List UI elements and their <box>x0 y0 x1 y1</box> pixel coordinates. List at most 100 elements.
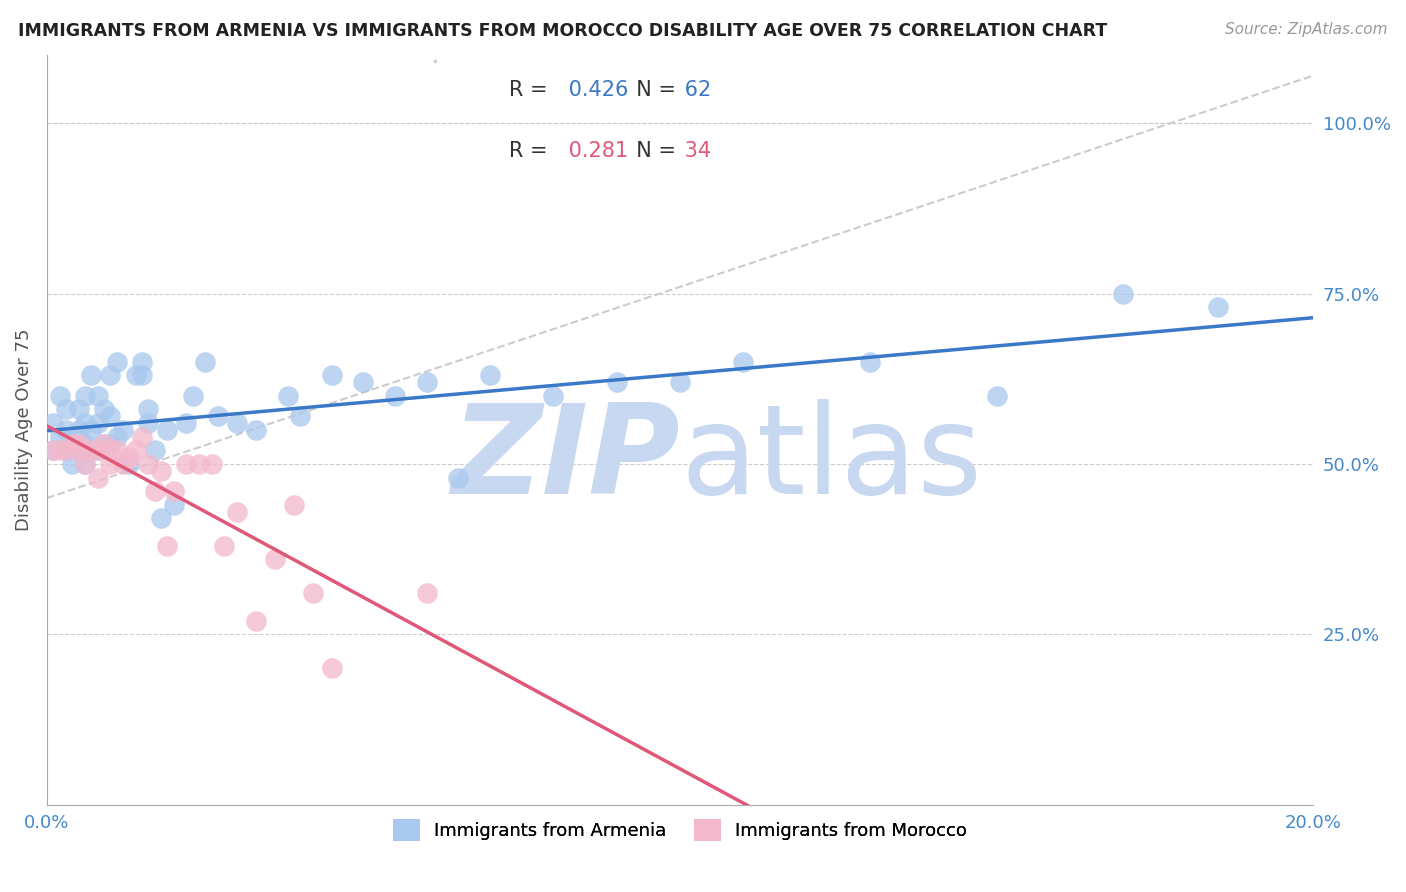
Point <box>543 389 565 403</box>
Point <box>105 355 128 369</box>
Point <box>143 484 166 499</box>
Text: N =: N = <box>623 79 676 100</box>
Point <box>321 368 343 383</box>
Point <box>245 614 267 628</box>
Point <box>276 389 298 403</box>
Point <box>416 586 439 600</box>
Legend: Immigrants from Armenia, Immigrants from Morocco: Immigrants from Armenia, Immigrants from… <box>385 812 974 848</box>
Point <box>118 457 141 471</box>
Point <box>156 423 179 437</box>
Text: N =: N = <box>623 141 676 161</box>
Point <box>301 586 323 600</box>
Point <box>48 430 70 444</box>
Text: 62: 62 <box>678 79 711 100</box>
Point <box>73 389 96 403</box>
Point <box>288 409 311 424</box>
Point <box>212 539 235 553</box>
Text: 34: 34 <box>678 141 710 161</box>
Point <box>187 457 209 471</box>
Point <box>131 355 153 369</box>
Point <box>124 368 146 383</box>
Point <box>55 443 77 458</box>
Point <box>80 423 103 437</box>
Point <box>131 430 153 444</box>
Point <box>48 389 70 403</box>
Point <box>48 443 70 458</box>
Text: ZIP: ZIP <box>451 400 681 520</box>
Point <box>73 416 96 430</box>
Point <box>156 539 179 553</box>
Point <box>73 436 96 450</box>
Point <box>67 443 90 458</box>
Point <box>98 409 121 424</box>
Point <box>669 375 692 389</box>
Point <box>174 416 197 430</box>
Point <box>1206 300 1229 314</box>
Point <box>73 457 96 471</box>
Point <box>174 457 197 471</box>
Point <box>86 443 108 458</box>
Point <box>181 389 204 403</box>
Point <box>986 389 1008 403</box>
Point <box>136 402 159 417</box>
Point <box>207 409 229 424</box>
Point <box>42 443 65 458</box>
Point <box>67 443 90 458</box>
Point <box>86 470 108 484</box>
Point <box>93 436 115 450</box>
Point <box>98 368 121 383</box>
Point <box>42 416 65 430</box>
Y-axis label: Disability Age Over 75: Disability Age Over 75 <box>15 328 32 531</box>
Point <box>447 470 470 484</box>
Point <box>131 368 153 383</box>
Point <box>136 416 159 430</box>
Point <box>86 443 108 458</box>
Point <box>479 368 502 383</box>
Point <box>73 457 96 471</box>
Point <box>55 402 77 417</box>
Point <box>67 402 90 417</box>
Point <box>93 436 115 450</box>
Point <box>105 443 128 458</box>
Point <box>136 457 159 471</box>
Point <box>42 443 65 458</box>
Text: IMMIGRANTS FROM ARMENIA VS IMMIGRANTS FROM MOROCCO DISABILITY AGE OVER 75 CORREL: IMMIGRANTS FROM ARMENIA VS IMMIGRANTS FR… <box>18 22 1108 40</box>
Point <box>859 355 882 369</box>
Point <box>93 402 115 417</box>
Point <box>225 416 247 430</box>
Text: R =: R = <box>509 141 548 161</box>
Point <box>733 355 755 369</box>
Point <box>67 436 90 450</box>
Text: 0.281: 0.281 <box>562 141 628 161</box>
Point <box>263 552 285 566</box>
Text: R =: R = <box>509 79 548 100</box>
Point <box>162 498 184 512</box>
Point <box>60 430 83 444</box>
Point <box>111 423 134 437</box>
Point <box>245 423 267 437</box>
Point <box>194 355 217 369</box>
Point <box>606 375 628 389</box>
Point <box>60 457 83 471</box>
Point <box>105 430 128 444</box>
Point <box>149 464 172 478</box>
Point <box>416 375 439 389</box>
Point <box>55 423 77 437</box>
Point <box>98 443 121 458</box>
Point <box>60 436 83 450</box>
Point <box>80 368 103 383</box>
Point <box>162 484 184 499</box>
Point <box>1112 286 1135 301</box>
Point <box>149 511 172 525</box>
Point <box>111 457 134 471</box>
Point <box>200 457 222 471</box>
Point <box>86 416 108 430</box>
Point <box>353 375 375 389</box>
Point <box>225 505 247 519</box>
Point <box>124 443 146 458</box>
Point <box>384 389 406 403</box>
Point <box>86 389 108 403</box>
Point <box>80 443 103 458</box>
Point <box>55 443 77 458</box>
Point <box>98 457 121 471</box>
